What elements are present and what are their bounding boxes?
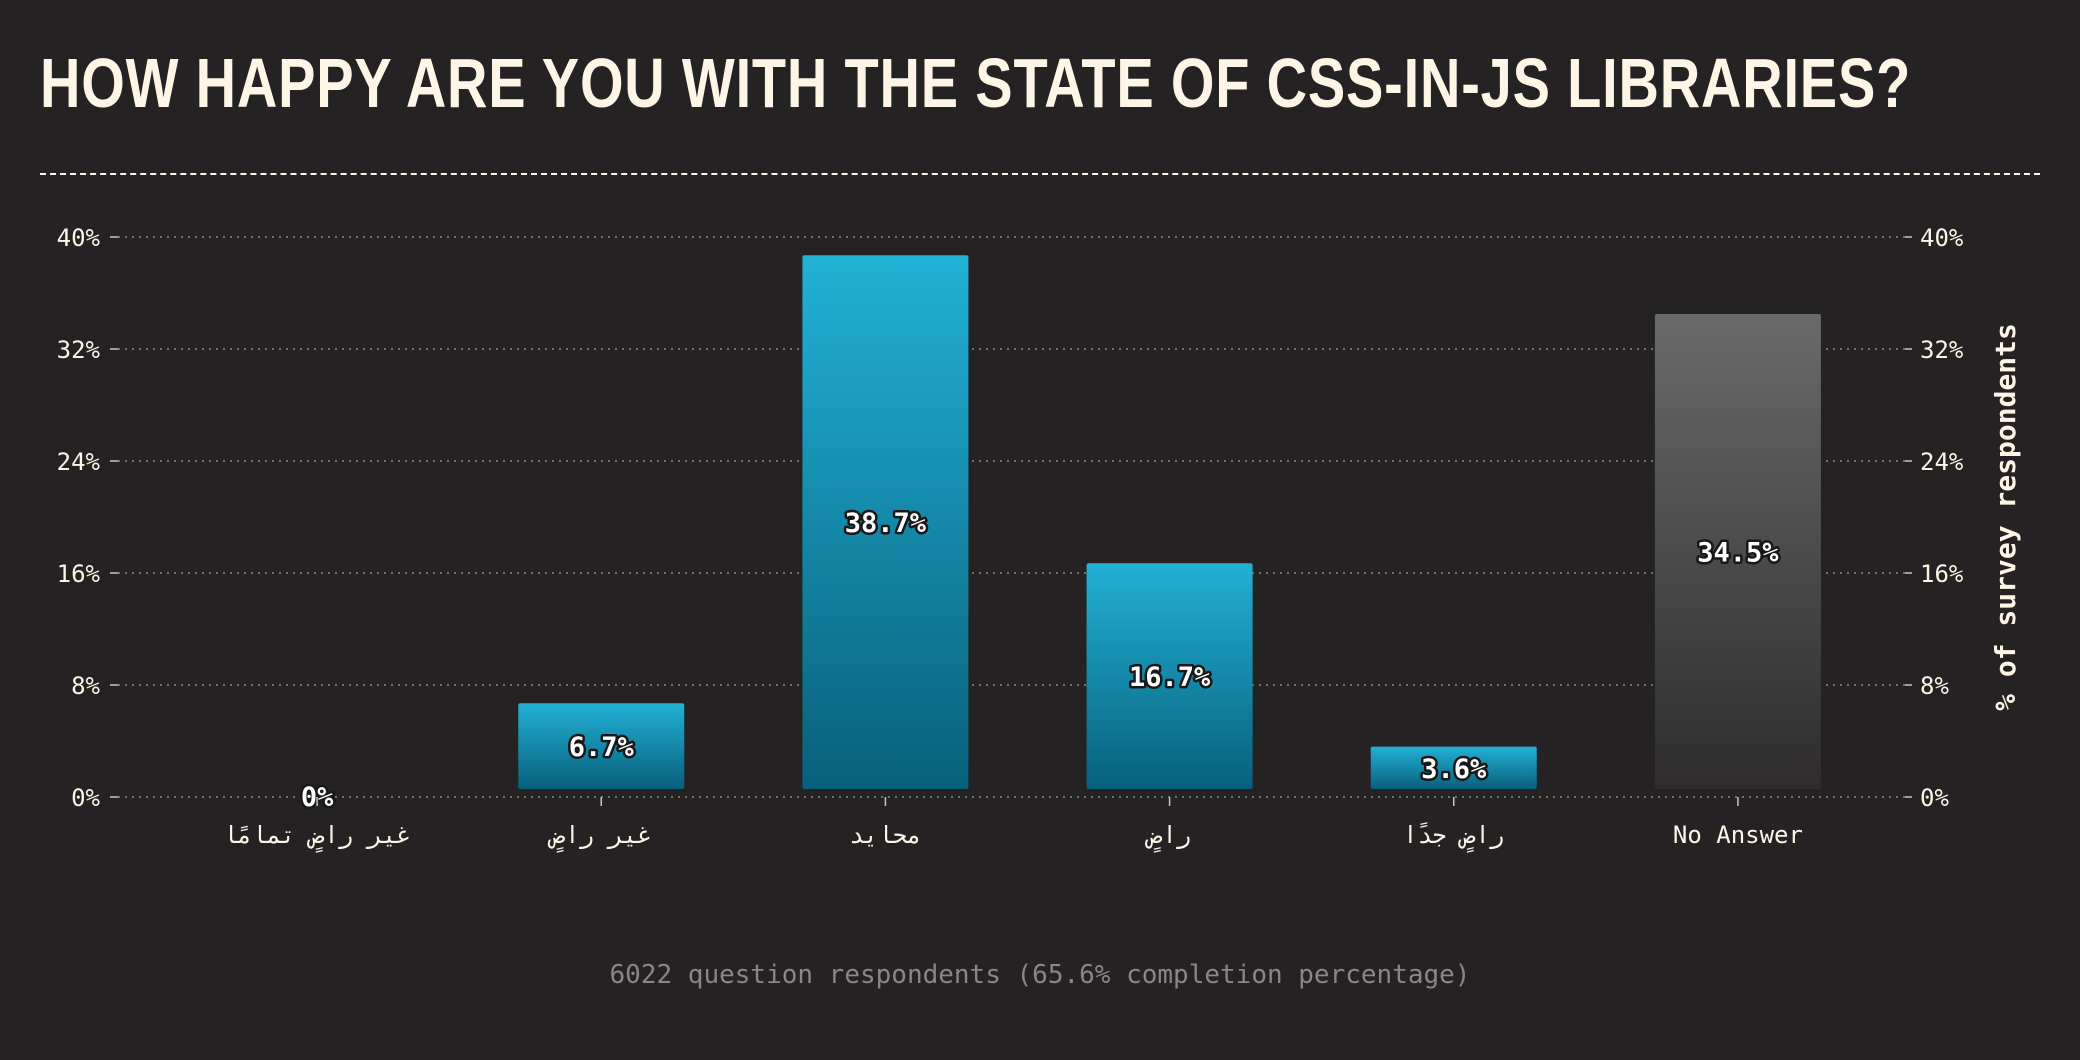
bar-value-label: 3.6% [1421, 754, 1487, 785]
x-axis: غير راضٍ تمامًا غير راضٍ محايد راضٍ راضٍ جدً… [223, 797, 1803, 853]
x-tick-label: محايد [849, 821, 921, 849]
x-tick-label: غير راضٍ [548, 821, 652, 853]
respondents-footer: 6022 question respondents (65.6% complet… [609, 960, 1471, 990]
value-labels: 0%6.7%38.7%16.7%3.6%34.5% [298, 506, 1781, 816]
y-tick-label-right: 24% [1920, 448, 1964, 476]
y-axis-label-right: % of survey respondents [1989, 323, 2022, 711]
y-tick-label-left: 40% [57, 224, 101, 252]
y-tick-label-right: 40% [1920, 224, 1964, 252]
x-tick-label: راضٍ جدًا [1403, 821, 1504, 853]
y-tick-label-left: 8% [71, 672, 100, 700]
bar-value-label: 34.5% [1697, 538, 1779, 569]
bars [518, 255, 1821, 789]
x-tick-label: غير راضٍ تمامًا [223, 821, 411, 853]
y-tick-label-left: 0% [71, 784, 100, 812]
bar [1370, 746, 1537, 789]
x-tick-label: No Answer [1673, 821, 1803, 849]
bar-value-label: 38.7% [845, 508, 927, 539]
x-tick-label: راضٍ [1145, 821, 1191, 853]
bar [518, 703, 685, 789]
y-tick-label-right: 0% [1920, 784, 1949, 812]
grid-lines: 0% 0% 8% 8% 16% 16% 24% 24% 32% 32% 40% 40% [57, 224, 1964, 812]
bar-no-answer [1654, 314, 1821, 789]
y-tick-label-left: 16% [57, 560, 101, 588]
y-tick-label-left: 32% [57, 336, 101, 364]
bar [1086, 563, 1253, 789]
y-tick-label-right: 16% [1920, 560, 1964, 588]
chart-title: HOW HAPPY ARE YOU WITH THE STATE OF CSS-… [40, 44, 1912, 122]
bar [802, 255, 969, 789]
y-tick-label-right: 8% [1920, 672, 1949, 700]
y-tick-label-left: 24% [57, 448, 101, 476]
bar-value-label: 6.7% [569, 732, 635, 763]
bar-value-label: 16.7% [1129, 662, 1211, 693]
title-divider [40, 173, 2040, 175]
y-tick-label-right: 32% [1920, 336, 1964, 364]
